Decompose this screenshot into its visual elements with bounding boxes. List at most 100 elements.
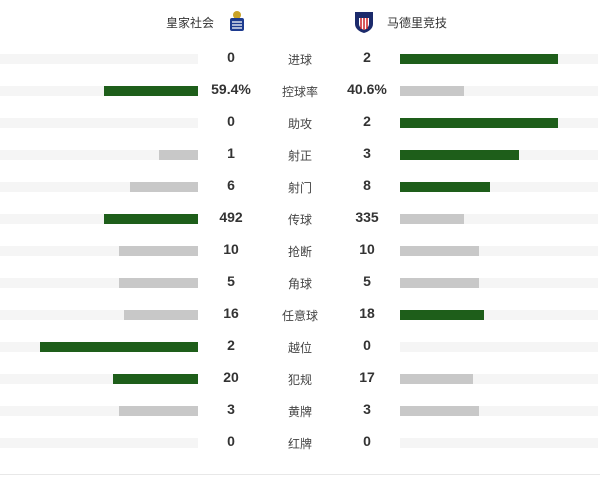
- away-value: 2: [363, 113, 371, 129]
- home-bar-track: [0, 150, 198, 160]
- home-bar-track: [0, 214, 198, 224]
- atletico-madrid-crest-icon: [355, 12, 373, 33]
- home-bar-track: [0, 342, 198, 352]
- away-bar-track: [400, 150, 598, 160]
- home-team: 皇家社会: [166, 9, 248, 35]
- home-value: 5: [227, 273, 235, 289]
- stat-label: 进球: [287, 53, 312, 67]
- stat-label: 任意球: [281, 309, 318, 323]
- away-bar: [400, 406, 479, 416]
- stat-row: 0 红牌 0: [0, 427, 600, 459]
- home-bar-track: [0, 374, 198, 384]
- home-bar-track: [0, 118, 198, 128]
- away-bar-track: [400, 406, 598, 416]
- home-value: 20: [223, 369, 239, 385]
- stat-row: 0 进球 2: [0, 43, 600, 75]
- away-bar-track: [400, 86, 598, 96]
- stat-label: 助攻: [287, 117, 312, 131]
- away-value: 0: [363, 433, 371, 449]
- away-bar-track: [400, 182, 598, 192]
- away-bar-track: [400, 54, 598, 64]
- away-bar-track: [400, 342, 598, 352]
- home-bar: [104, 86, 198, 96]
- stat-label: 黄牌: [287, 405, 312, 419]
- away-bar: [400, 278, 479, 288]
- home-bar: [130, 182, 198, 192]
- away-bar: [400, 150, 519, 160]
- home-bar: [104, 214, 198, 224]
- home-bar-track: [0, 246, 198, 256]
- home-value: 10: [223, 241, 239, 257]
- home-value: 2: [227, 337, 235, 353]
- stat-row: 59.4% 控球率 40.6%: [0, 75, 600, 107]
- home-bar: [119, 278, 198, 288]
- home-value: 0: [227, 49, 235, 65]
- away-value: 17: [359, 369, 375, 385]
- home-value: 1: [227, 145, 235, 161]
- away-bar: [400, 54, 558, 64]
- stat-row: 16 任意球 18: [0, 299, 600, 331]
- away-bar: [400, 214, 464, 224]
- stat-row: 20 犯规 17: [0, 363, 600, 395]
- away-bar: [400, 86, 465, 96]
- away-team: 马德里竞技: [353, 9, 447, 35]
- away-value: 3: [363, 145, 371, 161]
- away-value: 335: [355, 209, 379, 225]
- home-bar: [123, 310, 198, 320]
- away-bar: [400, 374, 473, 384]
- home-bar-track: [0, 438, 198, 448]
- home-value: 0: [227, 433, 235, 449]
- away-bar-track: [400, 438, 598, 448]
- away-bar: [400, 118, 558, 128]
- away-bar-track: [400, 278, 598, 288]
- away-bar-track: [400, 246, 598, 256]
- home-bar-track: [0, 278, 198, 288]
- away-bar-track: [400, 310, 598, 320]
- stat-label: 射门: [287, 181, 312, 195]
- away-value: 18: [359, 305, 375, 321]
- away-bar: [400, 310, 484, 320]
- home-team-name: 皇家社会: [166, 15, 215, 30]
- stat-row: 1 射正 3: [0, 139, 600, 171]
- stat-row: 492 传球 335: [0, 203, 600, 235]
- home-value: 3: [227, 401, 235, 417]
- home-bar-track: [0, 310, 198, 320]
- divider: [0, 474, 600, 475]
- stat-row: 5 角球 5: [0, 267, 600, 299]
- away-value: 5: [363, 273, 371, 289]
- away-bar: [400, 246, 479, 256]
- home-bar-track: [0, 54, 198, 64]
- stat-label: 犯规: [287, 373, 312, 387]
- away-value: 10: [359, 241, 375, 257]
- home-bar-track: [0, 406, 198, 416]
- away-value: 8: [363, 177, 371, 193]
- away-team-name: 马德里竞技: [387, 15, 448, 30]
- real-sociedad-crest-icon: [230, 11, 245, 31]
- stat-label: 抢断: [287, 245, 312, 259]
- home-bar: [158, 150, 198, 160]
- away-value: 40.6%: [347, 81, 387, 97]
- away-value: 2: [363, 49, 371, 65]
- stat-row: 10 抢断 10: [0, 235, 600, 267]
- stat-label: 传球: [287, 213, 312, 227]
- home-value: 0: [227, 113, 235, 129]
- stat-label: 角球: [287, 277, 312, 291]
- away-bar-track: [400, 374, 598, 384]
- home-value: 492: [219, 209, 243, 225]
- away-bar: [400, 182, 491, 192]
- away-value: 3: [363, 401, 371, 417]
- stat-label: 射正: [287, 149, 312, 163]
- home-value: 16: [223, 305, 239, 321]
- home-bar: [119, 246, 198, 256]
- stat-label: 红牌: [287, 437, 312, 451]
- home-bar: [112, 374, 198, 384]
- stat-row: 6 射门 8: [0, 171, 600, 203]
- stat-label: 越位: [287, 341, 312, 355]
- home-value: 59.4%: [211, 81, 251, 97]
- away-bar-track: [400, 214, 598, 224]
- away-bar-track: [400, 118, 598, 128]
- home-value: 6: [227, 177, 235, 193]
- stat-label: 控球率: [281, 85, 318, 99]
- home-bar-track: [0, 86, 198, 96]
- stat-row: 3 黄牌 3: [0, 395, 600, 427]
